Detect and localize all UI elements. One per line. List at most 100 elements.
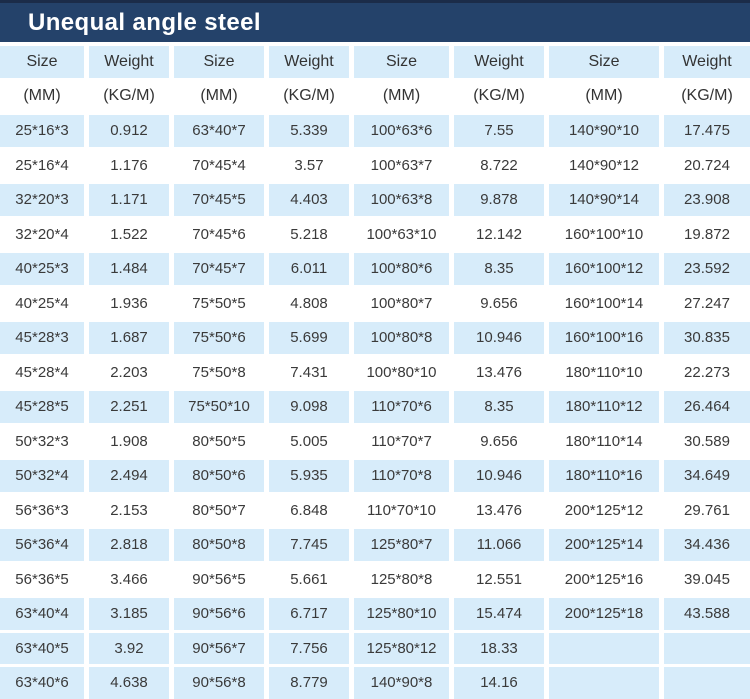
size-cell: 100*63*6 (354, 115, 449, 147)
size-cell: 56*36*4 (0, 529, 84, 561)
column-header-weight: Weight (664, 46, 750, 78)
weight-cell: 1.522 (89, 218, 169, 250)
size-cell: 90*56*6 (174, 598, 264, 630)
column-header-size: Size (354, 46, 449, 78)
size-cell: 32*20*4 (0, 218, 84, 250)
weight-cell: 11.066 (454, 529, 544, 561)
size-cell: 100*63*8 (354, 184, 449, 216)
weight-cell: 6.717 (269, 598, 349, 630)
column-unit-kgm: (KG/M) (269, 80, 349, 112)
weight-cell: 10.946 (454, 322, 544, 354)
weight-cell: 34.649 (664, 460, 750, 492)
size-cell: 200*125*16 (549, 563, 659, 595)
weight-cell: 1.687 (89, 322, 169, 354)
weight-cell: 34.436 (664, 529, 750, 561)
weight-cell: 8.779 (269, 667, 349, 699)
column-unit-kgm: (KG/M) (89, 80, 169, 112)
size-cell: 110*70*8 (354, 460, 449, 492)
size-cell: 100*80*6 (354, 253, 449, 285)
weight-cell: 12.142 (454, 218, 544, 250)
weight-cell: 3.57 (269, 149, 349, 181)
size-cell: 75*50*10 (174, 391, 264, 423)
weight-cell: 1.176 (89, 149, 169, 181)
size-cell: 180*110*14 (549, 425, 659, 457)
size-cell: 25*16*4 (0, 149, 84, 181)
weight-cell: 29.761 (664, 494, 750, 526)
column-unit-kgm: (KG/M) (664, 80, 750, 112)
weight-cell: 1.908 (89, 425, 169, 457)
weight-cell: 6.848 (269, 494, 349, 526)
size-cell: 100*80*8 (354, 322, 449, 354)
size-cell: 45*28*3 (0, 322, 84, 354)
weight-cell: 5.339 (269, 115, 349, 147)
size-cell: 110*70*10 (354, 494, 449, 526)
weight-cell: 22.273 (664, 356, 750, 388)
size-cell: 63*40*7 (174, 115, 264, 147)
size-cell: 160*100*16 (549, 322, 659, 354)
size-cell: 160*100*14 (549, 287, 659, 319)
weight-cell (664, 667, 750, 699)
size-cell: 100*63*10 (354, 218, 449, 250)
weight-cell: 9.098 (269, 391, 349, 423)
size-cell: 75*50*8 (174, 356, 264, 388)
size-cell: 70*45*7 (174, 253, 264, 285)
size-cell: 50*32*4 (0, 460, 84, 492)
size-cell: 50*32*3 (0, 425, 84, 457)
size-cell: 180*110*10 (549, 356, 659, 388)
weight-cell: 9.656 (454, 425, 544, 457)
weight-cell: 39.045 (664, 563, 750, 595)
column-header-size: Size (174, 46, 264, 78)
column-header-weight: Weight (454, 46, 544, 78)
weight-cell: 14.16 (454, 667, 544, 699)
size-cell: 140*90*14 (549, 184, 659, 216)
size-cell: 140*90*8 (354, 667, 449, 699)
size-cell: 45*28*4 (0, 356, 84, 388)
size-cell: 100*80*10 (354, 356, 449, 388)
weight-cell: 5.005 (269, 425, 349, 457)
size-cell: 70*45*6 (174, 218, 264, 250)
size-cell: 80*50*8 (174, 529, 264, 561)
weight-cell: 0.912 (89, 115, 169, 147)
weight-cell: 17.475 (664, 115, 750, 147)
weight-cell: 13.476 (454, 494, 544, 526)
weight-cell: 30.589 (664, 425, 750, 457)
size-cell: 56*36*5 (0, 563, 84, 595)
size-cell: 160*100*12 (549, 253, 659, 285)
weight-cell: 10.946 (454, 460, 544, 492)
size-cell: 40*25*4 (0, 287, 84, 319)
size-cell: 200*125*12 (549, 494, 659, 526)
size-cell: 110*70*7 (354, 425, 449, 457)
weight-cell: 1.484 (89, 253, 169, 285)
weight-cell: 12.551 (454, 563, 544, 595)
weight-cell: 26.464 (664, 391, 750, 423)
weight-cell: 23.592 (664, 253, 750, 285)
weight-cell: 2.818 (89, 529, 169, 561)
weight-cell: 13.476 (454, 356, 544, 388)
weight-cell: 20.724 (664, 149, 750, 181)
size-cell: 90*56*5 (174, 563, 264, 595)
weight-cell: 1.171 (89, 184, 169, 216)
weight-cell: 9.878 (454, 184, 544, 216)
weight-cell: 2.203 (89, 356, 169, 388)
weight-cell: 8.722 (454, 149, 544, 181)
weight-cell: 3.185 (89, 598, 169, 630)
weight-cell: 5.218 (269, 218, 349, 250)
column-unit-mm: (MM) (549, 80, 659, 112)
size-cell: 80*50*6 (174, 460, 264, 492)
size-cell: 125*80*8 (354, 563, 449, 595)
size-cell: 110*70*6 (354, 391, 449, 423)
size-cell: 200*125*18 (549, 598, 659, 630)
weight-cell: 23.908 (664, 184, 750, 216)
size-cell (549, 632, 659, 664)
weight-cell: 5.699 (269, 322, 349, 354)
weight-cell: 2.153 (89, 494, 169, 526)
size-cell: 70*45*5 (174, 184, 264, 216)
weight-cell: 30.835 (664, 322, 750, 354)
weight-cell: 19.872 (664, 218, 750, 250)
column-unit-kgm: (KG/M) (454, 80, 544, 112)
size-cell: 80*50*7 (174, 494, 264, 526)
size-cell: 180*110*16 (549, 460, 659, 492)
column-unit-mm: (MM) (174, 80, 264, 112)
size-cell: 70*45*4 (174, 149, 264, 181)
weight-cell: 43.588 (664, 598, 750, 630)
